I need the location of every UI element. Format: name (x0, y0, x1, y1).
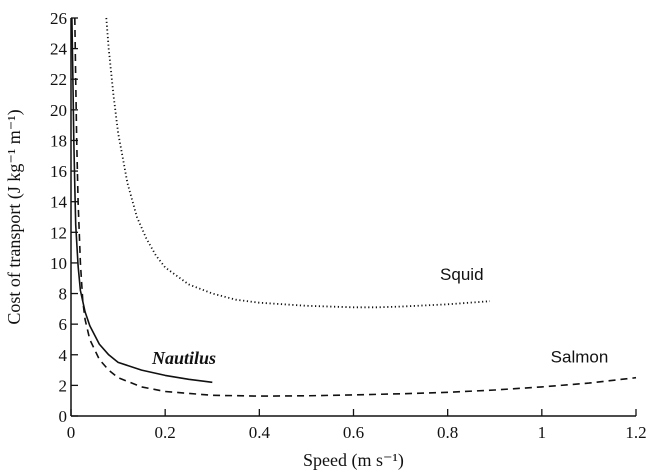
x-tick-label: 0.4 (249, 423, 271, 442)
y-tick-label: 14 (50, 193, 68, 212)
series-label-nautilus: Nautilus (151, 348, 216, 368)
y-tick-label: 12 (50, 223, 67, 242)
y-tick-label: 20 (50, 101, 67, 120)
series-line-nautilus (71, 17, 213, 384)
annotation-layer: Squid Nautilus Salmon (151, 265, 608, 368)
series-label-squid: Squid (440, 265, 483, 284)
y-tick-label: 8 (59, 285, 68, 304)
x-tick-label: 1 (538, 423, 547, 442)
y-tick-label: 18 (50, 131, 67, 150)
y-tick-label: 4 (59, 346, 68, 365)
x-tick-label: 0 (67, 423, 76, 442)
x-tick-label: 0.2 (155, 423, 176, 442)
axes: 0 0.2 0.4 0.6 0.8 1 1.2 0246810121416182022242… (50, 9, 647, 442)
series-label-salmon: Salmon (551, 347, 609, 366)
y-tick-label: 24 (50, 40, 68, 59)
x-ticks: 0 0.2 0.4 0.6 0.8 1 1.2 (67, 409, 647, 442)
y-tick-label: 2 (59, 376, 68, 395)
x-tick-label: 0.8 (437, 423, 458, 442)
y-axis-title: Cost of transport (J kg⁻¹ m⁻¹) (4, 109, 25, 324)
series-layer (71, 17, 637, 397)
y-tick-label: 10 (50, 254, 67, 273)
y-tick-label: 22 (50, 70, 67, 89)
x-axis-title: Speed (m s⁻¹) (303, 450, 404, 471)
series-line-salmon (74, 17, 637, 397)
x-tick-label: 0.6 (343, 423, 364, 442)
y-tick-label: 6 (59, 315, 68, 334)
y-tick-label: 16 (50, 162, 67, 181)
x-tick-label: 1.2 (625, 423, 646, 442)
series-line-squid (105, 17, 491, 309)
y-tick-label: 26 (50, 9, 67, 28)
y-tick-label: 0 (59, 407, 68, 426)
